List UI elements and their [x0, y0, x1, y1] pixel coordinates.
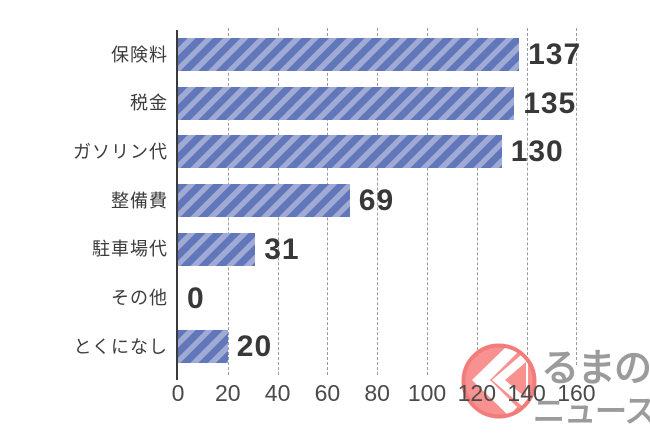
gridline — [476, 28, 478, 375]
x-tick-label: 100 — [407, 380, 447, 406]
category-label: 駐車場代 — [92, 239, 168, 260]
bar — [178, 86, 515, 120]
brand-logo — [461, 343, 537, 419]
category-label: 保険料 — [111, 44, 168, 65]
logo-arrow-icon — [472, 347, 528, 415]
x-tick-label: 140 — [507, 380, 546, 406]
value-label: 31 — [264, 232, 300, 266]
value-label: 137 — [528, 38, 582, 71]
x-tick-label: 0 — [171, 380, 185, 406]
logo-text: るまの ニュース — [529, 344, 650, 433]
category-label: ガソリン代 — [73, 141, 168, 162]
gridline — [427, 28, 428, 375]
value-label: 130 — [510, 135, 564, 169]
value-label: 135 — [523, 86, 577, 120]
category-label: 税金 — [130, 93, 168, 114]
logo-mark-circle — [461, 343, 537, 419]
value-label: 0 — [187, 281, 205, 315]
bar — [178, 184, 350, 218]
gridline — [377, 28, 379, 375]
logo-text-line2: ニュース — [533, 393, 650, 429]
x-tick-label: 120 — [457, 380, 496, 406]
bar — [178, 330, 228, 364]
bar — [178, 232, 256, 266]
x-tick-label: 20 — [215, 380, 241, 406]
category-label: その他 — [111, 288, 168, 308]
value-label: 20 — [236, 330, 273, 364]
logo-text-line1: るまの — [541, 348, 650, 390]
x-tick-label: 40 — [264, 380, 291, 406]
gridline — [526, 28, 528, 375]
category-label: 整備費 — [111, 190, 168, 211]
gridline — [576, 28, 578, 375]
y-axis-line — [176, 30, 178, 380]
value-label: 69 — [358, 184, 395, 218]
x-tick-label: 80 — [364, 380, 390, 406]
bar — [178, 38, 520, 71]
x-tick-label: 160 — [557, 380, 596, 406]
category-label: とくになし — [73, 336, 168, 357]
x-tick-label: 60 — [314, 380, 341, 406]
bar — [178, 135, 502, 169]
